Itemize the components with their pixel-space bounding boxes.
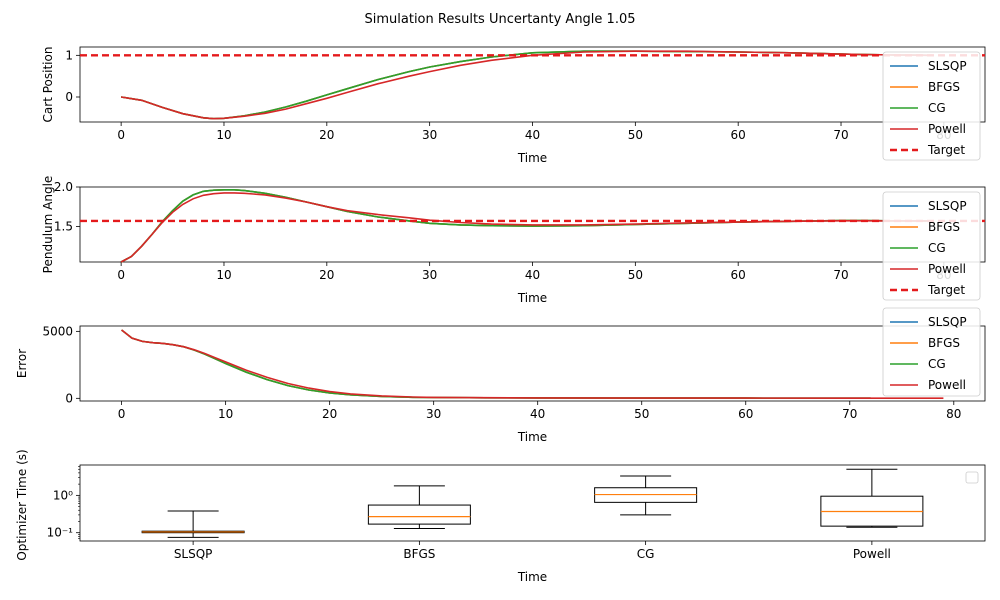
- error-legend-label-bfgs: BFGS: [928, 336, 960, 350]
- time-xtick-label: SLSQP: [174, 547, 213, 561]
- cart-legend-box: [882, 51, 981, 161]
- error-series-powell: [121, 329, 944, 399]
- cart-legend-label-target: Target: [927, 143, 965, 157]
- error-legend-label-powell: Powell: [928, 378, 966, 392]
- angle-xtick-label: 20: [319, 268, 334, 282]
- error-xtick-label: 40: [530, 407, 545, 421]
- cart-legend-label-cg: CG: [928, 101, 946, 115]
- angle-xtick-label: 40: [525, 268, 540, 282]
- angle-xtick-label: 70: [833, 268, 848, 282]
- angle-xtick-label: 50: [628, 268, 643, 282]
- angle-series-powell: [120, 192, 934, 263]
- cart-legend-label-powell: Powell: [928, 122, 966, 136]
- error-xtick-label: 30: [426, 407, 441, 421]
- angle-xtick-label: 30: [422, 268, 437, 282]
- error-xtick-label: 50: [634, 407, 649, 421]
- cart-legend-label-slsqp: SLSQP: [928, 59, 967, 73]
- time-axes-frame: [79, 464, 986, 542]
- angle-xtick-label: 0: [117, 268, 125, 282]
- cart-ylabel: Cart Position: [41, 47, 55, 123]
- time-legend-box: [965, 471, 979, 484]
- angle-ytick-label: 2.0: [54, 180, 73, 194]
- cart-xtick-label: 60: [731, 128, 746, 142]
- error-ylabel: Error: [15, 349, 29, 378]
- angle-xtick-label: 10: [216, 268, 231, 282]
- error-legend-label-cg: CG: [928, 357, 946, 371]
- angle-xlabel: Time: [517, 291, 547, 305]
- error-xtick-label: 80: [946, 407, 961, 421]
- cart-xtick-label: 20: [319, 128, 334, 142]
- cart-xtick-label: 10: [216, 128, 231, 142]
- cart-series-powell: [120, 50, 934, 120]
- angle-legend-label-cg: CG: [928, 241, 946, 255]
- angle-legend-box: [882, 191, 981, 301]
- angle-xtick-label: 60: [731, 268, 746, 282]
- time-xtick-label: Powell: [853, 547, 891, 561]
- time-xlabel: Time: [517, 570, 547, 584]
- error-xtick-label: 10: [218, 407, 233, 421]
- angle-legend-label-powell: Powell: [928, 262, 966, 276]
- time-ytick-label: 10⁰: [53, 488, 73, 502]
- error-legend-box: [882, 307, 981, 397]
- cart-xtick-label: 30: [422, 128, 437, 142]
- cart-xtick-label: 0: [117, 128, 125, 142]
- cart-xtick-label: 40: [525, 128, 540, 142]
- cart-xlabel: Time: [517, 151, 547, 165]
- error-xtick-label: 70: [842, 407, 857, 421]
- angle-legend-label-target: Target: [927, 283, 965, 297]
- angle-legend-label-slsqp: SLSQP: [928, 199, 967, 213]
- time-box-bfgs: [367, 504, 471, 525]
- angle-legend-label-bfgs: BFGS: [928, 220, 960, 234]
- error-xtick-label: 20: [322, 407, 337, 421]
- error-xtick-label: 60: [738, 407, 753, 421]
- cart-xtick-label: 70: [833, 128, 848, 142]
- cart-ytick-label: 0: [65, 90, 73, 104]
- cart-ytick-label: 1: [65, 48, 73, 62]
- error-ytick-label: 5000: [42, 324, 73, 338]
- cart-legend-label-bfgs: BFGS: [928, 80, 960, 94]
- cart-xtick-label: 50: [628, 128, 643, 142]
- angle-ylabel: Pendulum Angle: [41, 176, 55, 274]
- figure-title: Simulation Results Uncertanty Angle 1.05: [365, 12, 636, 27]
- error-ytick-label: 0: [65, 391, 73, 405]
- time-xtick-label: BFGS: [403, 547, 435, 561]
- time-ylabel: Optimizer Time (s): [15, 449, 29, 560]
- angle-ytick-label: 1.5: [54, 219, 73, 233]
- error-xlabel: Time: [517, 430, 547, 444]
- error-axes-frame: [79, 325, 986, 402]
- time-ytick-label: 10⁻¹: [47, 526, 74, 540]
- error-legend-label-slsqp: SLSQP: [928, 315, 967, 329]
- time-xtick-label: CG: [637, 547, 655, 561]
- error-xtick-label: 0: [118, 407, 126, 421]
